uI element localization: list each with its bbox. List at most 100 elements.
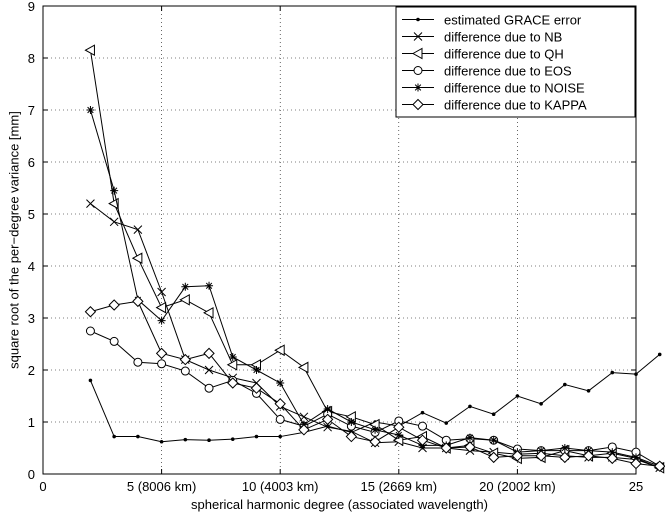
data-point (465, 433, 474, 442)
data-point (86, 106, 95, 114)
legend-marker (412, 98, 424, 111)
data-point (250, 382, 263, 394)
data-point (323, 422, 332, 432)
data-point (84, 306, 97, 318)
legend-marker (413, 66, 423, 75)
data-point (230, 437, 235, 441)
x-tick-label: 5 (8006 km) (127, 479, 196, 494)
y-tick-label: 5 (28, 207, 35, 222)
legend-item: difference due to EOS (402, 64, 572, 79)
data-point (136, 434, 140, 439)
legend-item: difference due to KAPPA (402, 98, 587, 113)
series-5 (84, 295, 665, 472)
data-point (108, 197, 119, 210)
data-point (487, 451, 500, 464)
data-point (157, 359, 167, 369)
y-tick-label: 0 (28, 467, 35, 482)
data-point (369, 436, 381, 448)
data-point (179, 293, 190, 306)
plot-area-frame (42, 5, 637, 475)
data-point (297, 361, 309, 374)
legend-item: difference due to NB (402, 30, 562, 45)
data-point (276, 379, 285, 387)
data-point (586, 389, 591, 393)
data-point (440, 442, 452, 454)
data-point (155, 301, 167, 314)
data-point (228, 353, 237, 361)
data-point (464, 441, 476, 453)
data-point (180, 366, 190, 376)
legend-marker (416, 17, 420, 22)
data-point (489, 436, 498, 445)
legend-label: difference due to QH (444, 47, 564, 62)
data-point (371, 425, 380, 434)
legend-item: estimated GRACE error (402, 13, 582, 28)
y-tick-label: 4 (28, 259, 35, 274)
legend-item: difference due to QH (402, 47, 564, 62)
legend-label: estimated GRACE error (444, 13, 582, 28)
data-point (535, 450, 547, 462)
data-point (203, 347, 215, 360)
data-point (345, 430, 358, 443)
series-group (84, 44, 665, 474)
y-tick-label: 9 (28, 0, 35, 14)
data-point (347, 418, 356, 426)
data-point (155, 347, 168, 360)
x-axis-label: spherical harmonic degree (associated wa… (191, 497, 488, 512)
data-point (608, 448, 617, 457)
data-point (563, 382, 567, 387)
data-point (226, 358, 238, 371)
data-point (85, 326, 95, 336)
data-point (539, 402, 543, 406)
data-point (274, 398, 286, 410)
legend-label: difference due to NB (444, 30, 562, 45)
x-tick-label: 20 (2002 km) (479, 479, 556, 494)
legend-marker (414, 83, 422, 92)
data-point (634, 372, 638, 376)
data-point (394, 431, 403, 439)
x-tick-label: 25 (629, 479, 643, 494)
grid (43, 6, 636, 474)
x-tick-label: 15 (2669 km) (361, 479, 438, 494)
y-tick-label: 2 (28, 363, 35, 378)
data-point (110, 186, 119, 195)
data-point (444, 421, 449, 425)
y-tick-label: 6 (28, 155, 35, 170)
legend-box (395, 6, 636, 118)
data-point (515, 394, 520, 398)
data-point (112, 434, 116, 439)
legend-label: difference due to KAPPA (444, 98, 587, 113)
data-point (420, 410, 425, 415)
data-point (204, 365, 214, 375)
data-point (393, 421, 405, 433)
data-point (131, 252, 143, 265)
data-point (181, 282, 190, 291)
data-point (654, 460, 665, 472)
y-tick-label: 1 (28, 415, 35, 430)
y-tick-label: 3 (28, 311, 35, 326)
legend-item: difference due to NOISE (402, 81, 585, 96)
data-point (109, 336, 119, 346)
legend-label: difference due to NOISE (444, 81, 585, 96)
data-point (86, 199, 95, 208)
data-point (491, 412, 496, 417)
data-point (227, 377, 239, 389)
data-point (632, 453, 640, 462)
legend: estimated GRACE error difference due to N… (395, 6, 636, 118)
data-point (203, 306, 214, 319)
data-point (610, 370, 615, 375)
data-point (511, 450, 524, 462)
data-point (559, 451, 571, 464)
data-point (274, 344, 285, 357)
data-point (657, 352, 662, 357)
data-point (159, 439, 164, 444)
y-tick-label: 7 (28, 103, 35, 118)
data-point (323, 405, 332, 413)
x-tick-label: 10 (4003 km) (242, 479, 319, 494)
data-point (179, 353, 192, 366)
data-point (418, 421, 428, 431)
data-point (205, 281, 214, 290)
data-point (468, 404, 472, 409)
data-point (207, 438, 211, 443)
